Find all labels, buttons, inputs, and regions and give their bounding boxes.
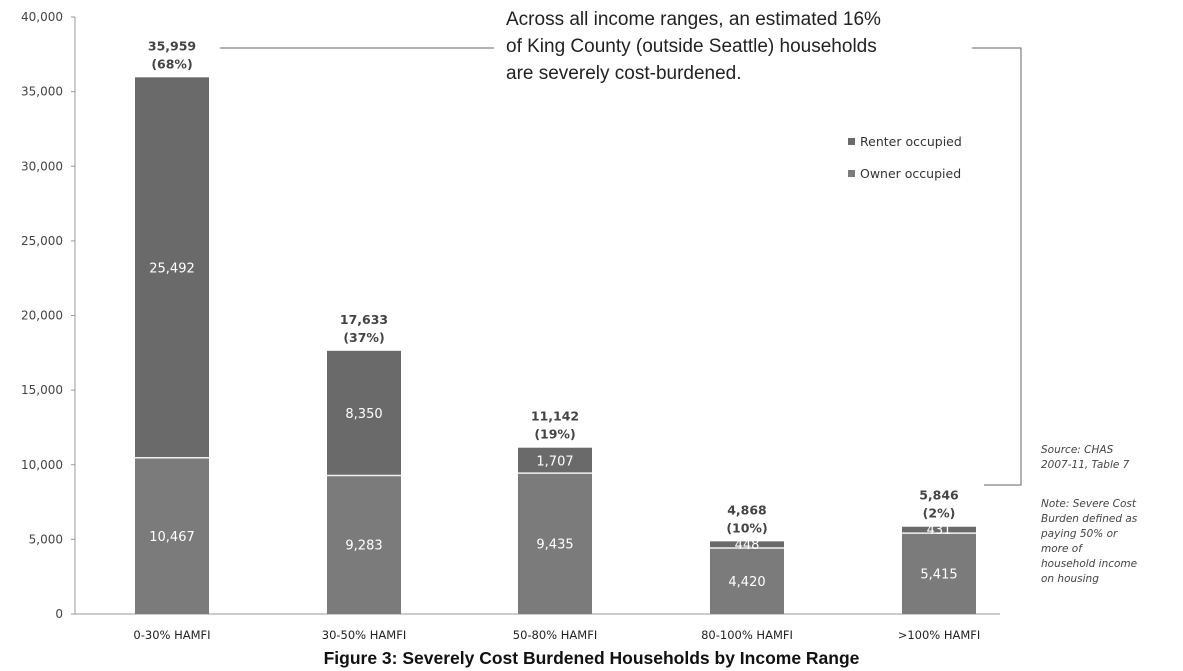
bar-owner-occupied (518, 473, 592, 614)
y-tick-label: 15,000 (21, 383, 63, 397)
legend-item-owner: Owner occupied (848, 157, 962, 189)
y-tick-label: 25,000 (21, 234, 63, 248)
annotation-line: of King County (outside Seattle) househo… (506, 36, 877, 57)
total-value-label: 5,846 (919, 488, 959, 503)
renter-value-label: 8,350 (345, 407, 382, 422)
total-percent-label: (10%) (726, 520, 767, 535)
bar-owner-occupied (327, 475, 401, 614)
annotation-line: are severely cost-burdened. (506, 63, 742, 84)
total-percent-label: (19%) (534, 427, 575, 442)
y-tick-label: 20,000 (21, 309, 63, 323)
renter-value-label: 431 (927, 523, 952, 538)
note-line: Note: Severe Cost (1041, 498, 1136, 510)
renter-value-label: 25,492 (149, 262, 195, 277)
figure-caption: Figure 3: Severely Cost Burdened Househo… (323, 648, 860, 668)
bar-renter-occupied (135, 77, 209, 458)
legend-label-renter: Renter occupied (860, 133, 962, 149)
total-percent-label: (2%) (923, 506, 956, 521)
owner-value-label: 9,283 (345, 539, 382, 554)
y-tick-label: 30,000 (21, 159, 63, 173)
owner-value-label: 10,467 (149, 530, 195, 545)
total-percent-label: (37%) (343, 330, 384, 345)
owner-value-label: 9,435 (536, 538, 573, 553)
total-value-label: 4,868 (727, 502, 767, 517)
x-category-label: 50-80% HAMFI (513, 628, 597, 642)
source-note: Source: CHAS 2007-11, Table 7 (1041, 443, 1181, 473)
note-line: more of (1041, 543, 1082, 555)
y-tick-label: 40,000 (21, 10, 63, 24)
bar-owner-occupied (902, 533, 976, 614)
renter-value-label: 1,707 (536, 454, 573, 469)
bar-renter-occupied (710, 541, 784, 549)
callout-annotation: Across all income ranges, an estimated 1… (506, 6, 976, 87)
legend: Renter occupied Owner occupied (848, 125, 962, 189)
y-tick-label: 5,000 (29, 532, 63, 546)
x-category-label: >100% HAMFI (898, 628, 981, 642)
owner-value-label: 5,415 (920, 568, 957, 583)
renter-value-label: 448 (735, 538, 760, 553)
legend-swatch-owner (848, 169, 855, 177)
legend-swatch-renter (848, 137, 855, 145)
note-line: Burden defined as (1041, 513, 1138, 525)
total-value-label: 17,633 (340, 312, 388, 327)
total-value-label: 11,142 (531, 409, 579, 424)
note-line: paying 50% or (1041, 528, 1118, 540)
note-line: on housing (1041, 573, 1099, 585)
definition-note: Note: Severe Cost Burden defined as payi… (1041, 497, 1183, 587)
source-line: 2007-11, Table 7 (1041, 459, 1130, 471)
bar-renter-occupied (327, 350, 401, 476)
note-line: household income (1041, 558, 1138, 570)
owner-value-label: 4,420 (728, 575, 765, 590)
y-tick-label: 10,000 (21, 458, 63, 472)
x-category-label: 0-30% HAMFI (133, 628, 210, 642)
bar-owner-occupied (135, 457, 209, 614)
total-value-label: 35,959 (148, 38, 196, 53)
source-line: Source: CHAS (1041, 444, 1114, 456)
bar-renter-occupied (518, 447, 592, 474)
annotation-line: Across all income ranges, an estimated 1… (506, 9, 881, 30)
bar-owner-occupied (710, 548, 784, 614)
legend-label-owner: Owner occupied (860, 165, 962, 181)
x-category-label: 80-100% HAMFI (701, 628, 793, 642)
y-tick-label: 0 (55, 607, 63, 621)
x-category-label: 30-50% HAMFI (322, 628, 406, 642)
bar-renter-occupied (902, 526, 976, 534)
total-percent-label: (68%) (151, 56, 192, 71)
y-tick-label: 35,000 (21, 85, 63, 99)
legend-item-renter: Renter occupied (848, 125, 962, 157)
annotation-bracket-line (972, 47, 1022, 486)
